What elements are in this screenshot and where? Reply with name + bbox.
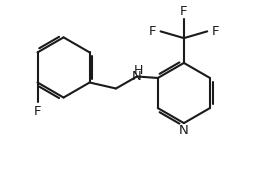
Text: N: N bbox=[179, 124, 189, 137]
Text: N: N bbox=[132, 70, 142, 83]
Text: F: F bbox=[212, 25, 219, 38]
Text: F: F bbox=[149, 25, 156, 38]
Text: H: H bbox=[134, 64, 143, 77]
Text: F: F bbox=[180, 5, 188, 18]
Text: F: F bbox=[34, 105, 41, 118]
